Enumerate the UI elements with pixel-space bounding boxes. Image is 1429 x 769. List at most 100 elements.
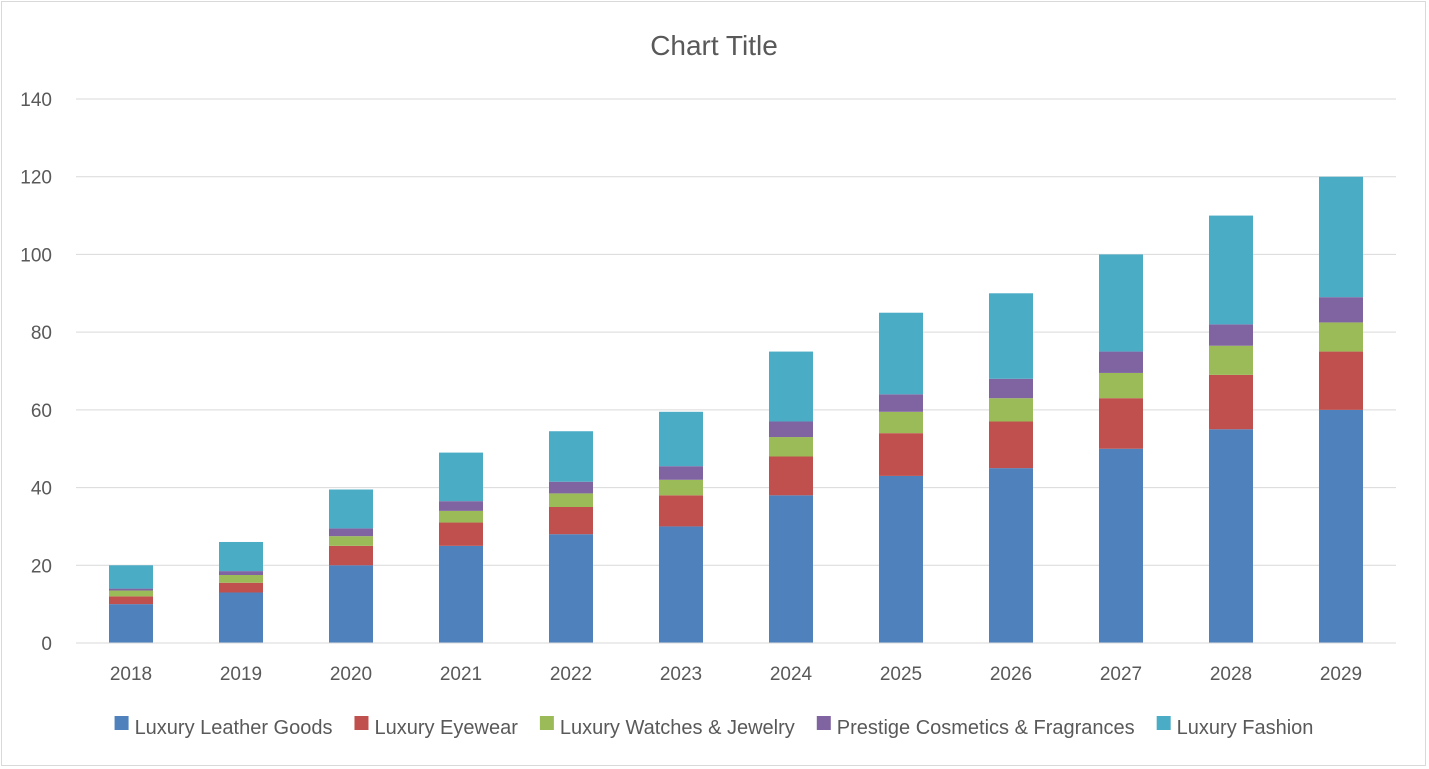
x-tick-label: 2022 xyxy=(550,664,592,685)
x-tick-label: 2025 xyxy=(880,664,922,685)
bar-segment xyxy=(989,378,1033,399)
bar-segment xyxy=(659,495,703,527)
x-tick-label: 2018 xyxy=(110,664,152,685)
bar-segment xyxy=(1099,351,1143,373)
chart-title: Chart Title xyxy=(650,30,778,61)
bar-segment xyxy=(109,596,153,605)
bar-segment xyxy=(549,481,593,494)
x-tick-label: 2026 xyxy=(990,664,1032,685)
bar-segment xyxy=(1319,322,1363,352)
bar-segment xyxy=(989,421,1033,469)
legend-label: Luxury Fashion xyxy=(1177,717,1314,739)
bar-segment xyxy=(439,545,483,643)
bar-segment xyxy=(1319,351,1363,410)
bar-segment xyxy=(659,526,703,643)
y-tick-label: 60 xyxy=(31,401,52,422)
legend-item: Luxury Eyewear xyxy=(354,716,518,739)
bar-segment xyxy=(109,565,153,589)
legend-label: Prestige Cosmetics & Fragrances xyxy=(837,717,1135,739)
bar-segment xyxy=(769,437,813,457)
bar-segment xyxy=(1099,448,1143,643)
bar-segment xyxy=(439,452,483,502)
bar-segment xyxy=(659,479,703,496)
bar-segment xyxy=(989,468,1033,643)
bar-segment xyxy=(1319,176,1363,298)
bar-segment xyxy=(549,534,593,643)
legend-swatch xyxy=(354,716,369,730)
x-tick-label: 2023 xyxy=(660,664,702,685)
bar-segment xyxy=(219,571,263,575)
bar-segment xyxy=(109,590,153,597)
legend-label: Luxury Leather Goods xyxy=(135,717,333,739)
bar-segment xyxy=(219,582,263,593)
legend-swatch xyxy=(816,716,831,730)
gridlines xyxy=(76,98,1396,644)
bar-segment xyxy=(329,489,373,529)
bar-segment xyxy=(1209,345,1253,375)
bar-segment xyxy=(549,507,593,535)
legend-label: Luxury Watches & Jewelry xyxy=(560,717,795,739)
bar-segment xyxy=(769,495,813,643)
bar-segment xyxy=(109,588,153,591)
bar-segment xyxy=(1099,398,1143,449)
bar-segment xyxy=(329,565,373,643)
bar-segment xyxy=(1099,372,1143,399)
bar-segment xyxy=(769,456,813,496)
legend-item: Luxury Watches & Jewelry xyxy=(539,716,795,739)
x-tick-label: 2029 xyxy=(1320,664,1362,685)
bar-segment xyxy=(879,475,923,643)
y-tick-label: 100 xyxy=(20,245,52,266)
y-tick-label: 0 xyxy=(41,634,52,655)
bar-segment xyxy=(769,421,813,438)
legend-swatch xyxy=(1156,716,1171,730)
bar-segment xyxy=(1319,409,1363,643)
bar-segment xyxy=(1099,254,1143,352)
bar-segment xyxy=(659,411,703,467)
bar-segment xyxy=(549,493,593,507)
bars xyxy=(109,176,1363,643)
x-tick-label: 2020 xyxy=(330,664,372,685)
bar-segment xyxy=(769,351,813,422)
bar-segment xyxy=(549,431,593,482)
bar-segment xyxy=(989,293,1033,379)
y-tick-label: 20 xyxy=(31,556,52,577)
legend-item: Luxury Leather Goods xyxy=(114,716,333,739)
bar-segment xyxy=(219,541,263,572)
x-tick-label: 2024 xyxy=(770,664,813,685)
legend-item: Prestige Cosmetics & Fragrances xyxy=(816,716,1135,739)
bar-segment xyxy=(989,398,1033,422)
bar-segment xyxy=(1209,215,1253,325)
bar-segment xyxy=(1319,297,1363,323)
bar-segment xyxy=(879,312,923,395)
bar-segment xyxy=(219,575,263,583)
bar-segment xyxy=(439,501,483,511)
legend-swatch xyxy=(539,716,554,730)
y-tick-label: 80 xyxy=(31,323,52,344)
x-tick-label: 2027 xyxy=(1100,664,1142,685)
y-tick-label: 140 xyxy=(20,90,52,111)
bar-segment xyxy=(659,466,703,480)
bar-segment xyxy=(439,510,483,523)
bar-segment xyxy=(109,604,153,643)
x-axis: 2018 2019 2020 2021 2022 2023 2024 2025 2026 2027… xyxy=(76,642,1396,685)
x-tick-label: 2028 xyxy=(1210,664,1252,685)
bar-segment xyxy=(879,411,923,434)
legend-item: Luxury Fashion xyxy=(1156,716,1314,739)
bar-segment xyxy=(329,528,373,537)
bar-segment xyxy=(1209,374,1253,430)
bar-segment xyxy=(329,545,373,566)
bar-segment xyxy=(329,536,373,546)
bar-segment xyxy=(1209,324,1253,346)
legend-swatch xyxy=(114,716,129,730)
y-axis: 0 20 40 60 80 100 120 140 xyxy=(20,90,52,655)
x-tick-label: 2021 xyxy=(440,664,482,685)
x-tick-label: 2019 xyxy=(220,664,262,685)
bar-segment xyxy=(879,394,923,412)
bar-segment xyxy=(879,433,923,476)
y-tick-label: 40 xyxy=(31,479,52,500)
legend-label: Luxury Eyewear xyxy=(374,717,518,739)
y-tick-label: 120 xyxy=(20,168,52,189)
bar-segment xyxy=(439,522,483,546)
legend: Luxury Leather Goods Luxury Eyewear Luxury… xyxy=(114,716,1314,739)
